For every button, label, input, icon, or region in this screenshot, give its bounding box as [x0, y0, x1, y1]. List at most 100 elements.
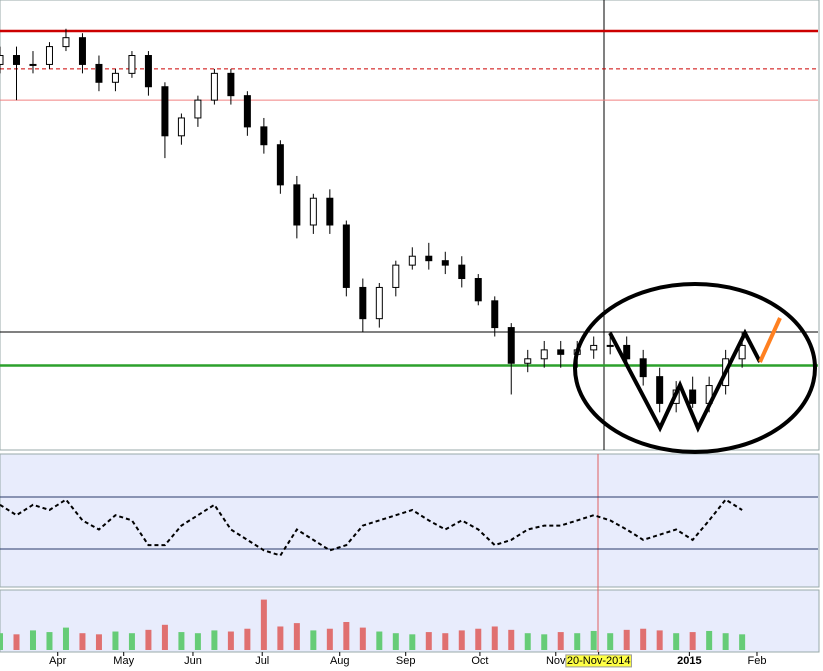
candle-body — [0, 55, 4, 65]
candle-body — [342, 224, 350, 288]
volume-bar — [145, 629, 152, 650]
annotation-ellipse — [573, 282, 817, 454]
candle-body — [276, 144, 284, 186]
candle-body — [606, 344, 614, 347]
volume-bar — [722, 633, 729, 650]
candle-body — [194, 99, 202, 119]
volume-bar — [95, 634, 102, 650]
volume-bar — [392, 633, 399, 650]
volume-bar — [62, 627, 69, 650]
x-tick-label: Jun — [184, 655, 202, 667]
volume-bar — [277, 626, 284, 650]
volume-bar — [739, 634, 746, 650]
volume-bar — [46, 632, 53, 650]
volume-bar — [260, 599, 267, 650]
oscillator-panel — [0, 453, 820, 588]
candle-body — [474, 278, 482, 302]
volume-bar — [293, 623, 300, 650]
volume-bar — [244, 628, 251, 650]
volume-bar — [607, 633, 614, 650]
x-tick-label: Nov — [546, 655, 566, 667]
candle-body — [359, 286, 367, 320]
x-tick-label: Jul — [255, 655, 269, 667]
candle-body — [507, 327, 515, 364]
annotation-w — [608, 328, 762, 433]
candle-body — [458, 264, 466, 280]
candle-body — [639, 358, 647, 378]
candle-body — [210, 72, 218, 101]
volume-bar — [640, 628, 647, 650]
volume-bar — [13, 634, 20, 650]
candle-body — [408, 255, 416, 266]
volume-bar — [590, 630, 597, 650]
candle-body — [95, 63, 103, 83]
candle-body — [111, 72, 119, 83]
volume-bar — [541, 634, 548, 650]
candle-body — [590, 344, 598, 351]
volume-bar — [194, 633, 201, 650]
volume-bar — [0, 633, 3, 650]
candle-body — [656, 376, 664, 404]
volume-bar — [326, 628, 333, 650]
volume-bar — [409, 634, 416, 650]
price-panel — [0, 0, 820, 451]
candle-body — [326, 197, 334, 226]
candle-body — [738, 344, 746, 360]
candle-body — [12, 55, 20, 65]
x-tick-label: Apr — [49, 655, 66, 667]
candle-body — [557, 349, 565, 355]
x-tick-highlight — [565, 654, 632, 668]
candle-body — [29, 63, 37, 66]
volume-bar — [673, 633, 680, 650]
candle-body — [177, 117, 185, 137]
candle-body — [45, 46, 53, 65]
volume-bar — [112, 631, 119, 650]
x-tick-label: Oct — [471, 655, 488, 667]
volume-bar — [178, 632, 185, 650]
volume-bar — [359, 627, 366, 650]
candle-body — [227, 72, 235, 97]
x-tick-label: Feb — [747, 655, 766, 667]
candle-body — [78, 37, 86, 65]
volume-bar — [343, 622, 350, 650]
candle-body — [375, 286, 383, 320]
volume-bar — [706, 630, 713, 650]
candle-body — [441, 260, 449, 266]
candle-body — [309, 197, 317, 226]
volume-bar — [475, 628, 482, 650]
candle-body — [524, 358, 532, 364]
volume-bar — [508, 629, 515, 650]
volume-bar — [161, 624, 168, 650]
candle-body — [623, 344, 631, 360]
volume-bar — [227, 631, 234, 650]
candle-body — [540, 349, 548, 360]
x-tick-label: 20-Nov-2014 — [567, 655, 631, 667]
candle-body — [491, 300, 499, 329]
volume-bar — [458, 630, 465, 650]
candle-body — [260, 126, 268, 146]
volume-bar — [491, 626, 498, 650]
candle-body — [425, 255, 433, 262]
volume-bar — [425, 632, 432, 650]
x-tick-label: May — [113, 655, 134, 667]
x-tick-label: 2015 — [677, 655, 701, 667]
volume-bar — [574, 633, 581, 650]
volume-bar — [689, 632, 696, 650]
volume-bar — [442, 633, 449, 650]
volume-bar — [376, 631, 383, 650]
candle-body — [128, 55, 136, 74]
candle-body — [392, 264, 400, 288]
x-tick-label: Sep — [396, 655, 416, 667]
volume-bar — [524, 633, 531, 650]
volume-bar — [211, 630, 218, 650]
candle-body — [144, 55, 152, 88]
volume-bar — [623, 629, 630, 650]
volume-bar — [557, 632, 564, 650]
annotation-arrow — [758, 317, 782, 363]
candle-body — [62, 37, 70, 48]
volume-bar — [29, 630, 36, 650]
candle-body — [161, 86, 169, 137]
candle-body — [689, 389, 697, 404]
volume-bar — [79, 633, 86, 650]
